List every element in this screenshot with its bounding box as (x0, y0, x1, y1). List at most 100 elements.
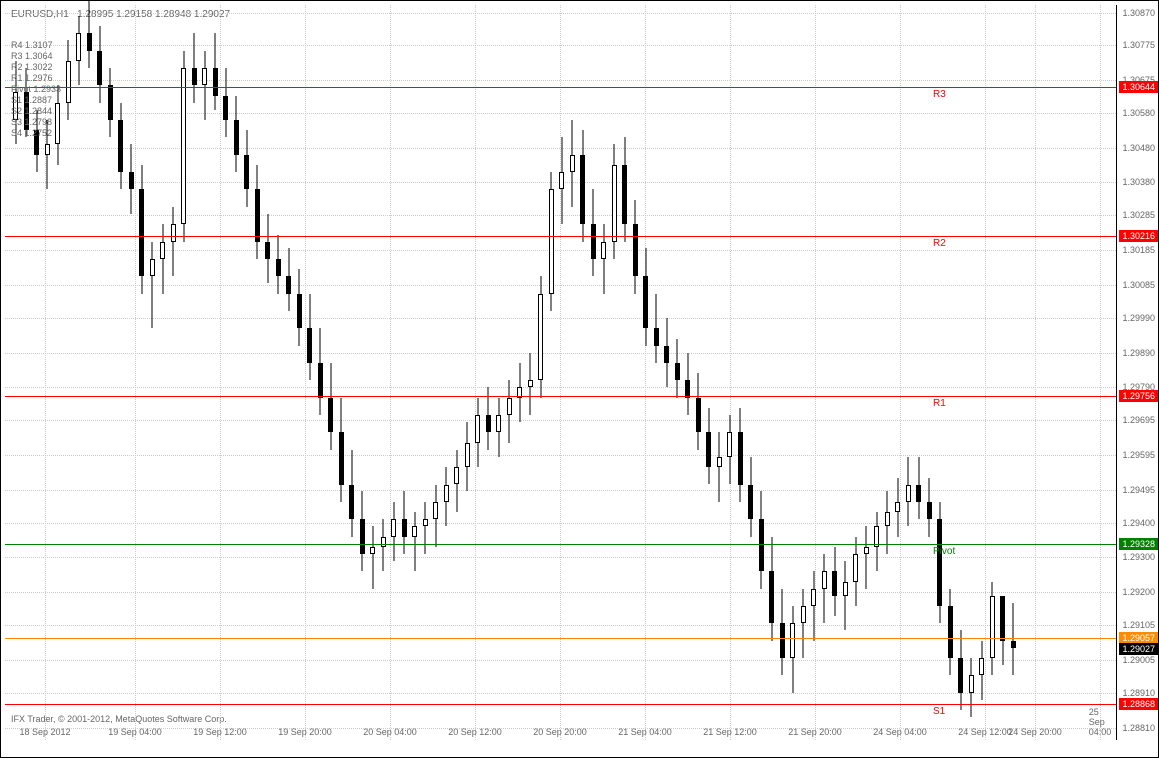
candle-body (759, 519, 764, 571)
candle-body (633, 224, 638, 276)
pivot-label-s1: S1 (933, 706, 945, 717)
y-axis-label: 1.30480 (1122, 143, 1155, 153)
candle-wick (173, 207, 174, 276)
candle-wick (603, 224, 604, 293)
y-axis-label: 1.30085 (1122, 280, 1155, 290)
grid-line-h (5, 113, 1118, 114)
grid-line-h (5, 45, 1118, 46)
candle-body (969, 675, 974, 692)
candle-body (444, 485, 449, 502)
chart-plot-area[interactable]: EURUSD,H1 1.28995 1.29158 1.28948 1.2902… (5, 5, 1118, 740)
candle-body (496, 415, 501, 432)
candle-body (370, 547, 375, 554)
grid-line-v (815, 5, 816, 740)
candle-wick (152, 242, 153, 329)
chart-header: EURUSD,H1 1.28995 1.29158 1.28948 1.2902… (11, 9, 230, 20)
x-axis-label: 24 Sep 20:00 (1008, 727, 1062, 737)
legend-item: S4 1.2752 (11, 128, 52, 138)
grid-line-h (5, 285, 1118, 286)
y-axis-label: 1.30185 (1122, 245, 1155, 255)
candle-body (475, 415, 480, 443)
y-axis-label: 1.30775 (1122, 40, 1155, 50)
candle-body (559, 172, 564, 189)
y-axis-label: 1.29595 (1122, 450, 1155, 460)
grid-line-v (475, 5, 476, 740)
legend-item: S1 1.2887 (11, 95, 52, 105)
candle-body (192, 68, 197, 85)
candle-body (265, 242, 270, 259)
x-axis-label: 18 Sep 2012 (19, 727, 70, 737)
x-axis-label: 25 Sep 04:00 (1089, 707, 1112, 737)
candle-wick (414, 512, 415, 571)
candle-body (706, 432, 711, 467)
candle-body (454, 467, 459, 484)
candle-body (318, 363, 323, 398)
x-axis-label: 20 Sep 20:00 (533, 727, 587, 737)
candle-body (1011, 641, 1016, 648)
candle-body (864, 547, 869, 554)
grid-line-h (5, 490, 1118, 491)
legend-item: S3 1.2798 (11, 117, 52, 127)
grid-line-v (1100, 5, 1101, 740)
candle-body (286, 276, 291, 293)
candle-body (45, 144, 50, 154)
y-axis-label: 1.30380 (1122, 177, 1155, 187)
candle-body (234, 120, 239, 155)
candle-body (696, 398, 701, 433)
symbol-label: EURUSD,H1 (11, 9, 69, 20)
grid-line-v (900, 5, 901, 740)
candle-wick (845, 561, 846, 630)
grid-line-v (135, 5, 136, 740)
y-axis-label: 1.29495 (1122, 485, 1155, 495)
grid-line-v (560, 5, 561, 740)
candle-body (885, 512, 890, 526)
x-axis-label: 21 Sep 04:00 (618, 727, 672, 737)
candle-wick (162, 224, 163, 293)
grid-line-h (5, 387, 1118, 388)
grid-line-v (390, 5, 391, 740)
y-axis-label: 1.29400 (1122, 518, 1155, 528)
candle-body (979, 658, 984, 675)
candle-body (958, 658, 963, 693)
y-axis-label: 1.29695 (1122, 415, 1155, 425)
candle-body (255, 189, 260, 241)
candle-body (360, 519, 365, 554)
price-tag-r2: 1.30216 (1119, 230, 1158, 242)
candle-body (465, 443, 470, 467)
x-axis-label: 21 Sep 12:00 (703, 727, 757, 737)
candle-body (349, 485, 354, 520)
y-axis-label: 1.29990 (1122, 313, 1155, 323)
candle-body (990, 596, 995, 658)
candle-body (76, 33, 81, 61)
pivot-line-r2[interactable] (5, 236, 1118, 237)
pivot-line-r3[interactable] (5, 87, 1118, 88)
candle-body (843, 582, 848, 596)
y-axis-label: 1.30870 (1122, 8, 1155, 18)
x-axis-label: 24 Sep 12:00 (958, 727, 1012, 737)
pivot-line-pivot[interactable] (5, 544, 1118, 545)
candle-body (591, 224, 596, 259)
candle-body (202, 68, 207, 85)
candle-body (55, 103, 60, 145)
x-axis-label: 20 Sep 04:00 (363, 727, 417, 737)
legend-item: R2 1.3022 (11, 62, 53, 72)
y-axis-label: 1.30580 (1122, 108, 1155, 118)
candle-body (97, 51, 102, 86)
candle-body (433, 502, 438, 519)
grid-line-h (5, 455, 1118, 456)
candle-body (118, 120, 123, 172)
candle-body (402, 519, 407, 536)
grid-line-h (5, 318, 1118, 319)
pivot-label-r2: R2 (933, 238, 946, 249)
candle-body (769, 571, 774, 623)
chart-container[interactable]: EURUSD,H1 1.28995 1.29158 1.28948 1.2902… (0, 0, 1159, 758)
x-axis-label: 19 Sep 04:00 (108, 727, 162, 737)
legend-item: R3 1.3064 (11, 51, 53, 61)
candle-body (916, 485, 921, 502)
candle-body (906, 485, 911, 502)
y-axis-label: 1.29300 (1122, 552, 1155, 562)
chart-footer: IFX Trader, © 2001-2012, MetaQuotes Soft… (11, 714, 227, 724)
pivot-line-r1[interactable] (5, 396, 1118, 397)
grid-line-v (1035, 5, 1036, 740)
pivot-line-s1[interactable] (5, 704, 1118, 705)
